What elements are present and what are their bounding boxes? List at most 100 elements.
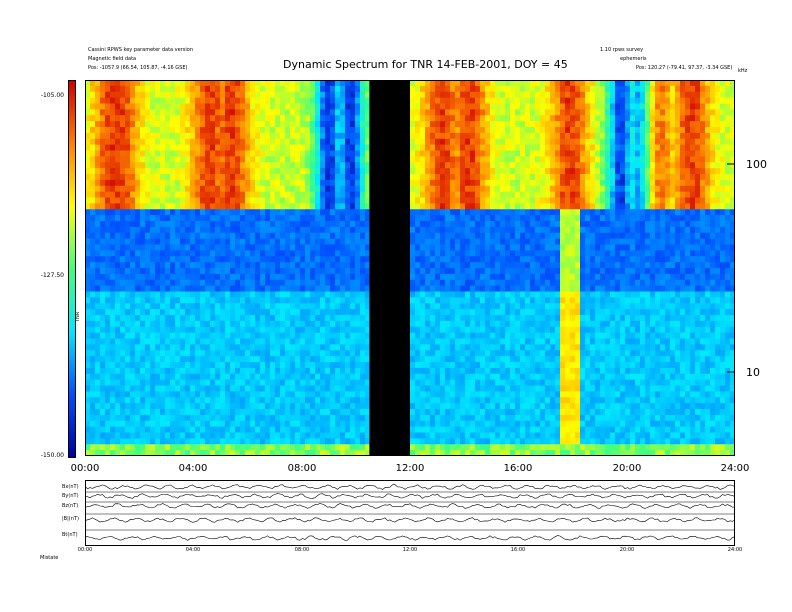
spectrogram-cell (435, 350, 441, 357)
spectrogram-cell (160, 115, 166, 122)
spectrogram-cell (180, 291, 186, 298)
spectrogram-cell (360, 244, 366, 251)
spectrogram-cell (185, 191, 191, 198)
spectrogram-cell (165, 344, 171, 351)
spectrogram-cell (350, 191, 356, 198)
spectrogram-cell (365, 297, 371, 304)
spectrogram-cell (235, 138, 241, 146)
spectrogram-cell (365, 203, 371, 210)
spectrogram-cell (420, 320, 426, 328)
spectrogram-cell (135, 85, 141, 93)
spectrogram-cell (365, 397, 371, 404)
spectrogram-cell (85, 391, 91, 398)
spectrogram-cell (105, 285, 111, 292)
spectrogram-cell (235, 226, 241, 234)
spectrogram-cell (85, 268, 91, 275)
spectrogram-cell (245, 127, 251, 134)
spectrogram-cell (355, 438, 361, 445)
spectrogram-cell (470, 97, 476, 104)
spectrogram-cell (220, 426, 226, 433)
spectrogram-cell (90, 350, 96, 357)
spectrogram-cell (195, 197, 201, 204)
spectrogram-cell (85, 156, 91, 163)
spectrogram-cell (125, 209, 131, 216)
spectrogram-cell (200, 338, 206, 345)
spectrogram-cell (410, 432, 416, 439)
spectrogram-cell (110, 444, 116, 451)
spectrogram-cell (420, 403, 426, 410)
spectrogram-cell (260, 262, 266, 269)
spectrogram-cell (340, 279, 346, 287)
spectrogram-cell (240, 179, 246, 187)
spectrogram-cell (365, 256, 371, 263)
spectrogram-cell (420, 391, 426, 398)
spectrogram-cell (315, 315, 321, 322)
spectrogram-cell (185, 285, 191, 292)
spectrogram-cell (170, 403, 176, 410)
spectrogram-cell (355, 432, 361, 439)
spectrogram-cell (210, 273, 216, 281)
spectrogram-cell (270, 150, 276, 157)
spectrogram-cell (85, 185, 91, 193)
spectrogram-cell (220, 232, 226, 240)
spectrogram-cell (225, 373, 231, 381)
spectrogram-cell (360, 291, 366, 298)
spectrogram-cell (295, 215, 301, 222)
spectrogram-cell (360, 174, 366, 181)
spectrogram-cell (230, 80, 236, 87)
spectrogram-cell (85, 444, 91, 451)
spectrogram-cell (260, 420, 266, 428)
spectrogram-cell (365, 127, 371, 134)
spectrogram-cell (145, 221, 151, 228)
spectrogram-cell (455, 244, 461, 251)
spectrogram-cell (320, 285, 326, 292)
spectrogram-cell (225, 244, 231, 251)
spectrogram-cell (125, 132, 131, 140)
spectrogram-cell (190, 409, 196, 416)
spectrogram-cell (335, 309, 341, 316)
spectrogram-cell (440, 315, 446, 322)
spectrogram-cell (255, 285, 261, 292)
spectrogram-cell (125, 320, 131, 328)
spectrogram-cell (105, 303, 111, 310)
spectrogram-cell (295, 127, 301, 134)
spectrogram-cell (160, 338, 166, 345)
spectrogram-cell (205, 185, 211, 193)
spectrogram-cell (410, 238, 416, 245)
spectrogram-cell (430, 385, 436, 392)
spectrogram-cell (445, 391, 451, 398)
spectrogram-cell (435, 362, 441, 369)
spectrogram-cell (355, 209, 361, 216)
spectrogram-cell (415, 444, 421, 451)
spectrogram-cell (85, 121, 91, 128)
spectrogram-cell (335, 291, 341, 298)
spectrogram-cell (180, 315, 186, 322)
spectrogram-cell (215, 420, 221, 428)
spectrogram-cell (265, 379, 271, 386)
spectrogram-cell (130, 315, 136, 322)
spectrogram-cell (150, 85, 156, 93)
spectrogram-cell (275, 144, 281, 151)
spectrogram-cell (170, 391, 176, 398)
spectrogram-cell (245, 309, 251, 316)
spectrogram-cell (290, 138, 296, 146)
spectrogram-cell (220, 344, 226, 351)
spectrogram-cell (195, 168, 201, 175)
spectrogram-cell (345, 279, 351, 287)
spectrogram-cell (135, 291, 141, 298)
spectrogram-cell (365, 315, 371, 322)
spectrogram-cell (420, 156, 426, 163)
spectrogram-cell (360, 403, 366, 410)
spectrogram-cell (320, 238, 326, 245)
spectrogram-cell (345, 356, 351, 363)
spectrogram-cell (170, 379, 176, 386)
spectrogram-cell (315, 285, 321, 292)
spectrogram-cell (200, 450, 206, 456)
spectrogram-cell (130, 326, 136, 334)
spectrogram-cell (120, 350, 126, 357)
spectrogram-cell (425, 209, 431, 216)
spectrogram-cell (285, 309, 291, 316)
spectrogram-cell (450, 144, 456, 151)
spectrogram-cell (115, 103, 121, 110)
spectrogram-cell (345, 132, 351, 140)
